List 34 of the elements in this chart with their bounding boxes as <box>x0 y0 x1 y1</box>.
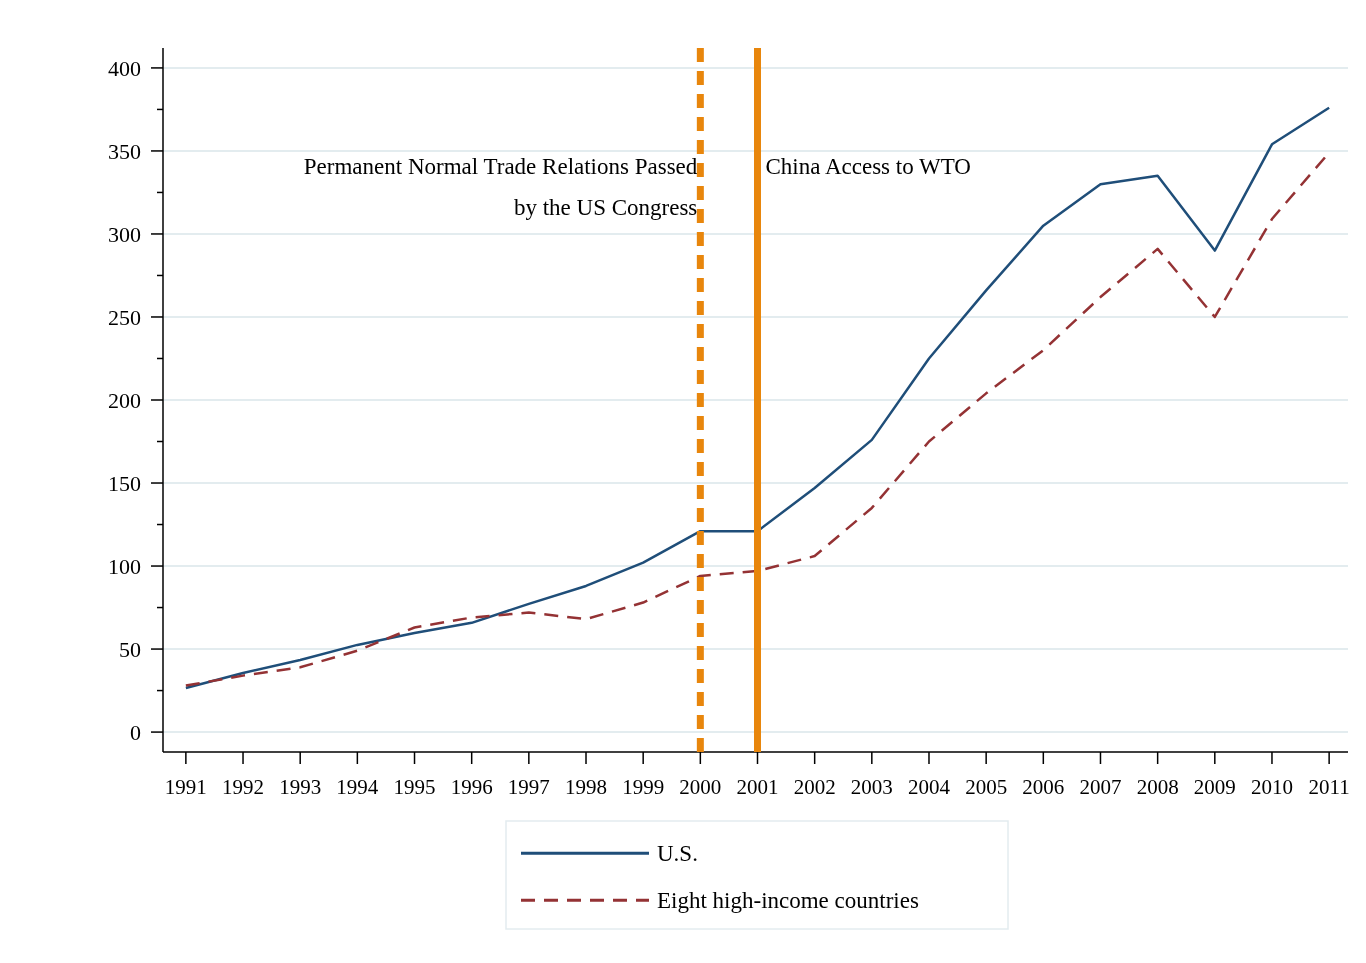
x-tick-label: 1994 <box>336 775 379 799</box>
y-tick-label: 400 <box>108 55 141 81</box>
x-tick-label: 1999 <box>622 775 665 799</box>
x-tick-label: 2002 <box>793 775 836 799</box>
x-tick-label: 2006 <box>1022 775 1065 799</box>
y-tick-label: 350 <box>108 138 141 164</box>
x-tick-label: 2001 <box>736 775 779 799</box>
x-tick-label: 1997 <box>507 775 550 799</box>
x-tick-label: 2005 <box>965 775 1008 799</box>
x-tick-label: 2009 <box>1193 775 1236 799</box>
x-tick-label: 1992 <box>222 775 265 799</box>
x-tick-label: 2003 <box>850 775 893 799</box>
y-tick-label: 100 <box>108 553 141 579</box>
y-tick-label: 150 <box>108 470 141 496</box>
y-tick-label: 300 <box>108 221 141 247</box>
x-tick-label: 2007 <box>1079 775 1122 799</box>
x-tick-label: 2004 <box>907 775 951 799</box>
x-tick-label: 1998 <box>565 775 608 799</box>
y-tick-label: 50 <box>119 636 141 662</box>
legend-label: U.S. <box>657 840 698 866</box>
x-tick-label: 1993 <box>279 775 322 799</box>
x-tick-label: 1995 <box>393 775 436 799</box>
x-tick-label: 2000 <box>679 775 722 799</box>
ref-line-label: China Access to WTO <box>765 154 971 179</box>
y-tick-label: 0 <box>130 719 141 745</box>
ref-line-label: Permanent Normal Trade Relations Passed by the US Congress <box>303 154 698 220</box>
x-tick-label: 2008 <box>1136 775 1179 799</box>
legend-label: Eight high-income countries <box>657 887 919 913</box>
x-tick-label: 1991 <box>164 775 207 799</box>
x-tick-label: 2010 <box>1250 775 1293 799</box>
x-tick-label: 1996 <box>450 775 493 799</box>
x-tick-label: 2011 <box>1308 775 1350 799</box>
y-tick-label: 250 <box>108 304 141 330</box>
y-tick-label: 200 <box>108 387 141 413</box>
